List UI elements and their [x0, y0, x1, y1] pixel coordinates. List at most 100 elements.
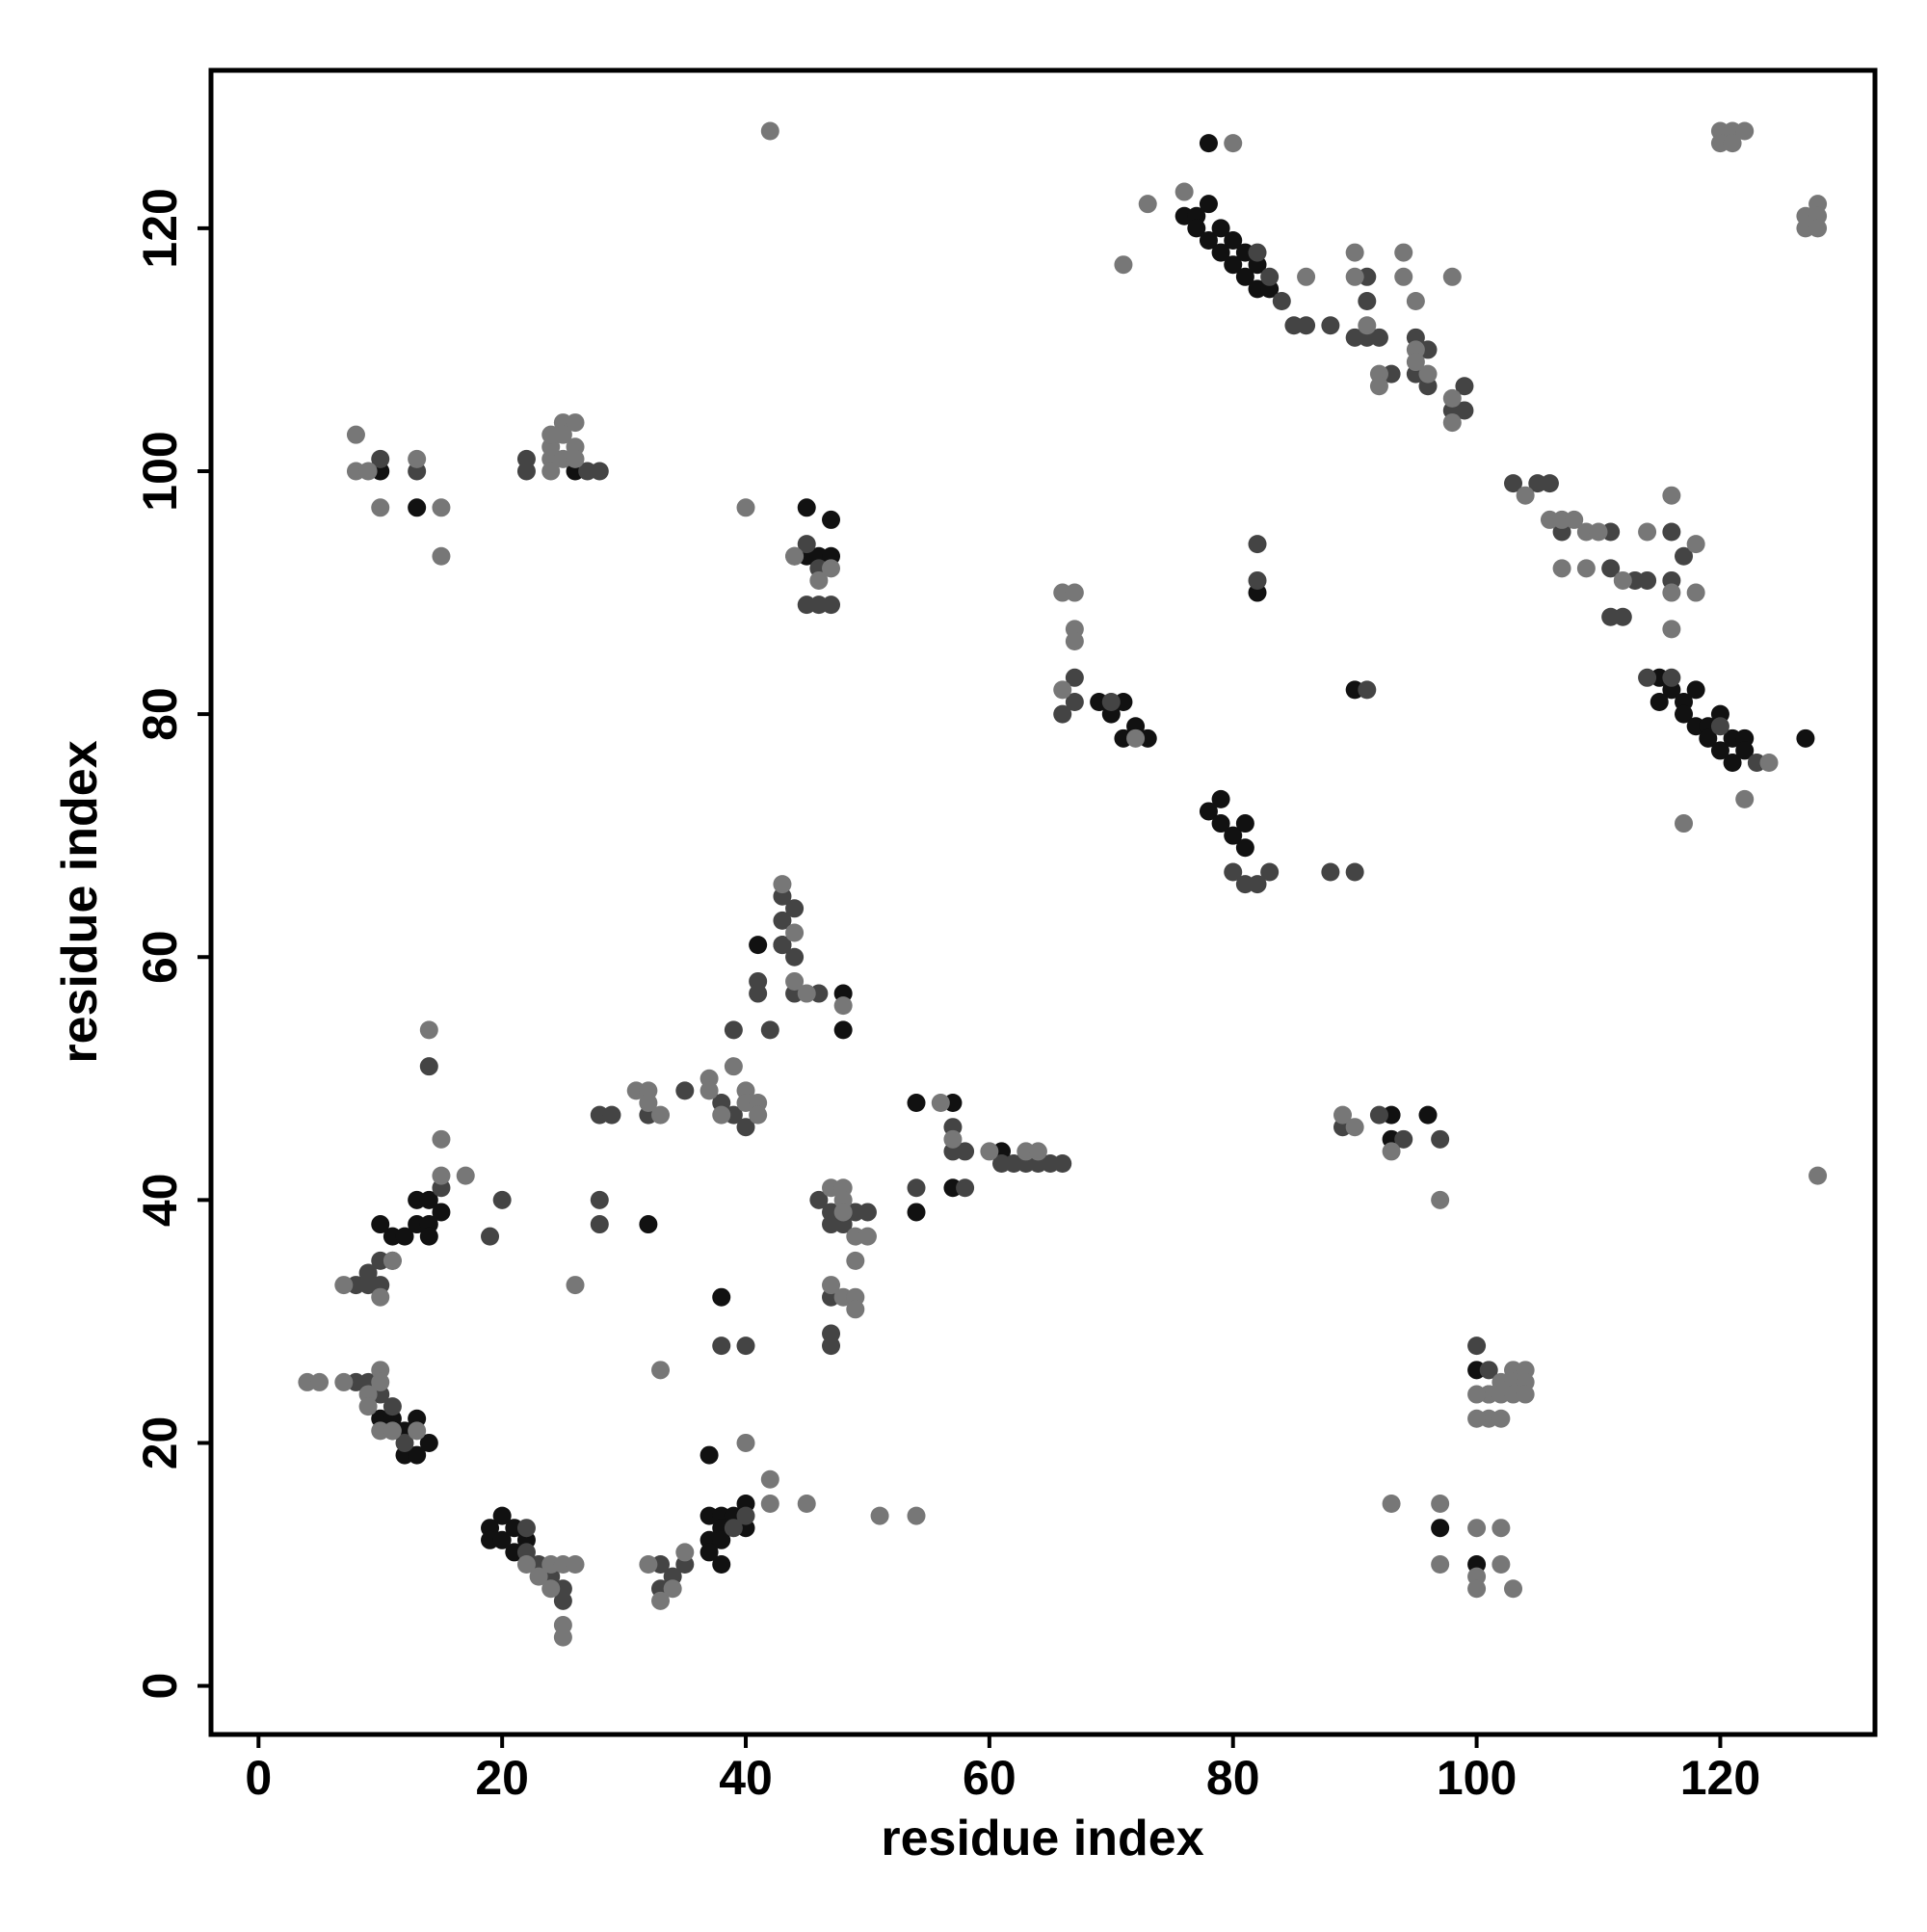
point	[1710, 741, 1729, 760]
point	[1394, 267, 1413, 286]
point	[1491, 1555, 1511, 1575]
point	[870, 1506, 889, 1525]
point	[1686, 535, 1705, 554]
point	[1675, 546, 1694, 566]
point	[1345, 328, 1364, 347]
point	[1442, 267, 1462, 286]
point	[1138, 195, 1157, 214]
point	[1686, 583, 1705, 602]
point	[383, 1421, 402, 1441]
point	[1126, 728, 1146, 748]
point	[809, 1190, 829, 1209]
point	[310, 1372, 330, 1391]
point	[371, 449, 390, 468]
point	[1662, 668, 1681, 687]
point	[1431, 1519, 1450, 1538]
point	[1260, 267, 1280, 286]
point	[1491, 1409, 1511, 1428]
point	[1455, 377, 1474, 396]
point	[1199, 802, 1218, 821]
point	[419, 1190, 438, 1209]
point	[1467, 1409, 1487, 1428]
point	[907, 1178, 926, 1198]
point	[1224, 230, 1243, 250]
point	[1601, 559, 1621, 578]
point	[639, 1093, 658, 1112]
point	[651, 1361, 671, 1380]
point	[651, 1591, 671, 1610]
point	[1796, 728, 1815, 748]
point	[712, 1555, 731, 1575]
point	[712, 1337, 731, 1356]
point	[1199, 230, 1218, 250]
point	[1358, 316, 1377, 335]
point	[383, 1251, 402, 1270]
point	[1686, 680, 1705, 700]
point	[334, 1372, 354, 1391]
point	[395, 1433, 414, 1452]
point	[602, 1105, 621, 1125]
point	[1613, 570, 1632, 590]
point	[822, 1337, 841, 1356]
point	[1442, 413, 1462, 433]
point	[1735, 121, 1755, 141]
point	[1224, 255, 1243, 275]
point	[1053, 680, 1072, 700]
point	[931, 1093, 950, 1112]
point	[566, 413, 585, 433]
y-tick-label: 20	[133, 1416, 187, 1470]
x-axis-label: residue index	[881, 1811, 1203, 1866]
point	[566, 1276, 585, 1295]
point	[1613, 607, 1632, 626]
point	[724, 1020, 743, 1040]
point	[481, 1227, 500, 1246]
point	[700, 1543, 719, 1562]
point	[1394, 1129, 1413, 1149]
point	[553, 1591, 572, 1610]
point	[833, 996, 853, 1016]
point	[590, 1215, 609, 1234]
point	[1808, 1166, 1828, 1185]
x-tick-label: 80	[1206, 1751, 1260, 1805]
point	[833, 1020, 853, 1040]
point	[1699, 728, 1718, 748]
point	[1345, 862, 1364, 882]
point	[858, 1227, 877, 1246]
point	[956, 1178, 975, 1198]
point	[760, 1469, 779, 1489]
point	[334, 1276, 354, 1295]
point	[1675, 704, 1694, 724]
point	[456, 1166, 475, 1185]
point	[651, 1105, 671, 1125]
point	[1552, 559, 1571, 578]
point	[1199, 134, 1218, 153]
point	[724, 1057, 743, 1076]
point	[736, 1118, 755, 1137]
point	[1723, 134, 1742, 153]
point	[1431, 1555, 1450, 1575]
y-tick-label: 100	[133, 431, 187, 511]
point	[1248, 243, 1267, 262]
point	[833, 1203, 853, 1222]
point	[1248, 535, 1267, 554]
point	[408, 449, 427, 468]
point	[432, 1203, 451, 1222]
point	[907, 1093, 926, 1112]
y-tick-label: 120	[133, 188, 187, 268]
point	[346, 425, 365, 444]
point	[492, 1506, 512, 1525]
point	[1358, 680, 1377, 700]
point	[1211, 814, 1230, 834]
point	[1565, 510, 1584, 529]
point	[1235, 838, 1254, 858]
point	[700, 1081, 719, 1100]
point	[492, 1190, 512, 1209]
point	[1589, 522, 1608, 542]
point	[809, 570, 829, 590]
point	[1431, 1190, 1450, 1209]
point	[822, 595, 841, 615]
point	[371, 1287, 390, 1307]
point	[724, 1519, 743, 1538]
point	[529, 1567, 548, 1586]
